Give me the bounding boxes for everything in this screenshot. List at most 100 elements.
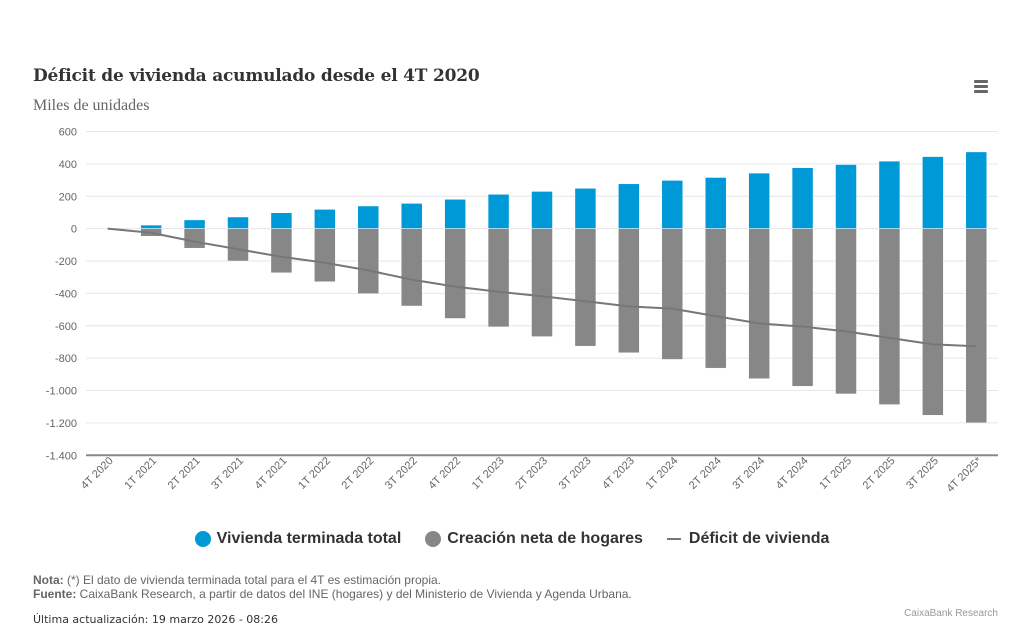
y-tick-label: -600 xyxy=(55,321,77,333)
bar-creacion-hogares xyxy=(965,228,988,424)
bar-creacion-hogares xyxy=(314,228,336,282)
x-tick-label: 4T 2023 xyxy=(600,455,637,492)
bar-vivienda-terminada xyxy=(791,167,814,229)
x-tick-label: 3T 2024 xyxy=(730,455,767,492)
bar-vivienda-terminada xyxy=(357,205,380,229)
bar-vivienda-terminada xyxy=(748,172,770,229)
x-tick-label: 4T 2025* xyxy=(944,454,984,494)
y-tick-label: -1.000 xyxy=(46,386,77,398)
bar-vivienda-terminada xyxy=(183,219,206,229)
bar-vivienda-terminada xyxy=(922,156,944,229)
bar-vivienda-terminada xyxy=(965,151,988,229)
x-tick-label: 3T 2023 xyxy=(557,455,594,492)
fuente-line: Fuente: CaixaBank Research, a partir de … xyxy=(33,587,632,601)
y-tick-label: -400 xyxy=(55,288,77,300)
bar-creacion-hogares xyxy=(270,228,293,274)
x-tick-label: 1T 2021 xyxy=(122,455,159,492)
chart-title: Déficit de vivienda acumulado desde el 4… xyxy=(33,66,480,86)
nota-line: Nota: (*) El dato de vivienda terminada … xyxy=(33,573,632,587)
bar-creacion-hogares xyxy=(878,228,901,405)
x-tick-label: 2T 2025 xyxy=(861,455,898,492)
x-tick-label: 3T 2021 xyxy=(209,455,246,492)
x-tick-label: 4T 2022 xyxy=(426,455,463,492)
legend-label: Creación neta de hogares xyxy=(447,530,643,547)
bar-creacion-hogares xyxy=(444,228,466,319)
bar-creacion-hogares xyxy=(618,228,640,354)
bars xyxy=(140,151,988,424)
bar-vivienda-terminada xyxy=(444,199,466,229)
y-tick-label: -1.200 xyxy=(46,418,77,430)
legend-circle-icon xyxy=(425,531,442,547)
legend-line-icon xyxy=(666,538,681,540)
fuente-label: Fuente: xyxy=(33,587,77,601)
bar-vivienda-terminada xyxy=(618,183,640,229)
bar-vivienda-terminada xyxy=(140,224,162,229)
x-axis-labels: 4T 2020 1T 2021 2T 2021 3T 2021 4T 2021 1T 20… xyxy=(79,454,985,494)
y-tick-label: -800 xyxy=(55,353,77,365)
x-tick-label: 2T 2022 xyxy=(340,455,377,492)
bar-creacion-hogares xyxy=(487,228,510,328)
menu-bar xyxy=(974,90,988,93)
bar-vivienda-terminada xyxy=(314,209,336,229)
bar-vivienda-terminada xyxy=(487,194,510,229)
bar-vivienda-terminada xyxy=(531,191,553,229)
deficit-line xyxy=(107,227,977,348)
menu-bar xyxy=(974,80,988,83)
x-tick-label: 4T 2020 xyxy=(79,455,116,492)
fuente-text: CaixaBank Research, a partir de datos de… xyxy=(76,587,632,601)
chart-subtitle: Miles de unidades xyxy=(33,97,150,114)
bar-creacion-hogares xyxy=(227,228,249,262)
nota-label: Nota: xyxy=(33,573,64,587)
x-tick-label: 3T 2022 xyxy=(383,455,420,492)
bar-vivienda-terminada xyxy=(835,164,857,229)
bar-creacion-hogares xyxy=(531,228,553,337)
y-tick-label: 200 xyxy=(59,191,77,203)
y-tick-label: 400 xyxy=(59,159,77,171)
x-tick-label: 2T 2024 xyxy=(687,455,724,492)
nota-text: (*) El dato de vivienda terminada total … xyxy=(63,573,441,587)
y-axis-labels: 600 400 200 0 -200 -400 -600 -800 -1.000 -1.200 -1… xyxy=(46,127,77,463)
legend-item-deficit[interactable]: Déficit de vivienda xyxy=(666,530,830,548)
bar-creacion-hogares xyxy=(357,228,380,294)
x-tick-label: 1T 2022 xyxy=(296,455,333,492)
deficit-line-group xyxy=(107,227,977,348)
x-tick-label: 4T 2021 xyxy=(253,455,290,492)
bar-creacion-hogares xyxy=(704,228,727,369)
hamburger-menu-icon[interactable] xyxy=(968,76,994,98)
y-tick-label: 600 xyxy=(59,127,77,139)
bar-creacion-hogares xyxy=(748,228,770,379)
legend-circle-icon xyxy=(194,531,211,547)
credit-link[interactable]: CaixaBank Research xyxy=(904,608,998,619)
y-tick-label: 0 xyxy=(71,224,77,236)
x-tick-label: 1T 2023 xyxy=(470,455,507,492)
menu-bar xyxy=(974,85,988,88)
legend-item-hogares[interactable]: Creación neta de hogares xyxy=(425,530,643,548)
legend-label: Déficit de vivienda xyxy=(688,530,830,547)
legend-item-vivienda[interactable]: Vivienda terminada total xyxy=(194,530,402,548)
bar-vivienda-terminada xyxy=(878,160,901,229)
chart-plot: 600 400 200 0 -200 -400 -600 -800 -1.000 -1.200 -1… xyxy=(46,127,998,495)
bar-vivienda-terminada xyxy=(227,216,249,229)
legend-label: Vivienda terminada total xyxy=(216,530,402,547)
bar-vivienda-terminada xyxy=(574,188,597,229)
x-tick-label: 2T 2021 xyxy=(166,455,203,492)
bar-creacion-hogares xyxy=(574,228,597,347)
x-tick-label: 1T 2024 xyxy=(644,455,681,492)
last-updated: Última actualización: 19 marzo 2026 - 08… xyxy=(33,613,279,626)
x-tick-label: 3T 2025 xyxy=(904,455,941,492)
chart-notes: Nota: (*) El dato de vivienda terminada … xyxy=(33,573,632,601)
bar-creacion-hogares xyxy=(661,228,684,360)
bar-creacion-hogares xyxy=(400,228,423,307)
bar-creacion-hogares xyxy=(183,228,206,249)
bar-creacion-hogares xyxy=(791,228,814,387)
bar-vivienda-terminada xyxy=(270,212,293,229)
bar-creacion-hogares xyxy=(835,228,857,395)
bar-vivienda-terminada xyxy=(400,203,423,229)
legend: Vivienda terminada total Creación neta d… xyxy=(0,530,1024,548)
bar-vivienda-terminada xyxy=(661,180,684,229)
bar-creacion-hogares xyxy=(922,228,944,416)
x-tick-label: 4T 2024 xyxy=(774,455,811,492)
x-tick-label: 2T 2023 xyxy=(513,455,550,492)
bar-vivienda-terminada xyxy=(704,177,727,229)
y-tick-label: -1.400 xyxy=(46,450,77,462)
